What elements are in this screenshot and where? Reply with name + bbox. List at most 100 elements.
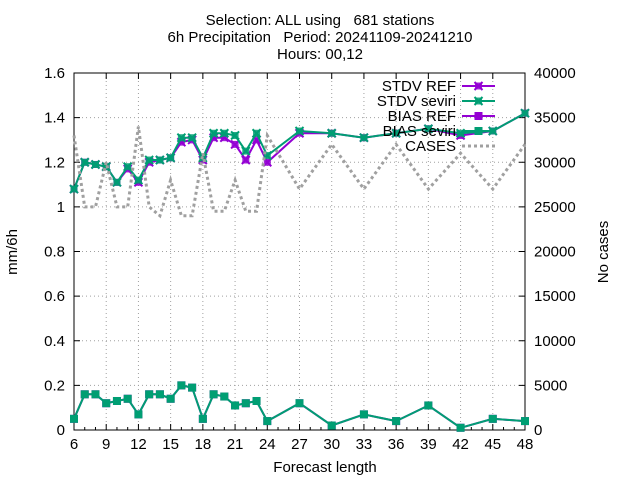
legend-label: STDV REF (382, 78, 456, 95)
y2-tick-label: 25000 (534, 199, 576, 216)
data-point (242, 147, 250, 155)
legend-marker (474, 112, 483, 120)
data-point (521, 109, 529, 117)
data-point (210, 134, 218, 142)
x-tick-label: 9 (102, 436, 110, 453)
data-point (124, 163, 132, 171)
data-point (424, 401, 433, 410)
data-point (263, 152, 271, 160)
x-tick-label: 21 (227, 436, 244, 453)
grid (73, 72, 526, 431)
data-point (263, 158, 271, 166)
data-point (327, 421, 336, 430)
x-tick-label: 39 (420, 436, 437, 453)
data-point (113, 178, 121, 186)
data-point (231, 131, 239, 139)
data-point (241, 399, 250, 408)
data-point (145, 156, 153, 164)
data-point (134, 176, 142, 184)
data-point (177, 134, 185, 142)
data-point (392, 417, 401, 426)
y-tick-label: 0 (57, 422, 65, 439)
x-tick-label: 30 (323, 436, 340, 453)
y2-tick-label: 5000 (534, 377, 567, 394)
plot-frame (73, 72, 526, 431)
x-tick-label: 18 (195, 436, 212, 453)
y-tick-label: 0.8 (44, 244, 65, 261)
x-tick-label: 27 (291, 436, 308, 453)
y2-tick-label: 30000 (534, 154, 576, 171)
legend-entry: BIAS REF (388, 108, 495, 125)
legend-label: BIAS seviri (383, 123, 456, 140)
legend-entry: CASES (405, 138, 495, 155)
data-point (231, 140, 239, 148)
data-point (328, 129, 336, 137)
data-point (210, 129, 218, 137)
data-point (263, 417, 272, 426)
legend-entry: STDV REF (382, 78, 495, 95)
y2-tick-label: 15000 (534, 288, 576, 305)
x-tick-label: 12 (130, 436, 147, 453)
chart-title-line-1: Selection: ALL using 681 stations (205, 12, 435, 29)
data-point (456, 423, 465, 432)
data-point (177, 381, 186, 390)
y-tick-label: 1 (57, 199, 65, 216)
x-tick-label: 42 (452, 436, 469, 453)
data-point (457, 129, 465, 137)
y-tick-label: 1.6 (44, 65, 65, 82)
y-tick-label: 0.6 (44, 288, 65, 305)
data-point (91, 390, 100, 399)
data-point (70, 185, 78, 193)
y2-tick-label: 35000 (534, 110, 576, 127)
data-point (231, 401, 240, 410)
y-axis-label: mm/6h (4, 229, 21, 275)
data-point (112, 396, 121, 405)
y2-tick-label: 20000 (534, 244, 576, 261)
data-point (252, 396, 261, 405)
data-point (392, 129, 400, 137)
legend-marker (474, 127, 483, 135)
chart-title-line-3: Hours: 00,12 (277, 46, 363, 63)
data-point (156, 156, 164, 164)
x-tick-label: 45 (484, 436, 501, 453)
series-bias-seviri (70, 381, 529, 432)
data-point (220, 392, 229, 401)
legend-label: STDV seviri (377, 93, 456, 110)
data-point (167, 154, 175, 162)
data-point (296, 127, 303, 135)
data-point (424, 125, 432, 133)
data-point (134, 410, 143, 419)
legend-entry: STDV seviri (377, 93, 495, 110)
data-point (488, 414, 497, 423)
data-point (521, 417, 529, 426)
series (69, 108, 530, 432)
series-line (72, 126, 527, 219)
data-point (177, 138, 185, 146)
y2-tick-label: 40000 (534, 65, 576, 82)
data-point (155, 390, 164, 399)
series-cases (72, 126, 527, 219)
y-tick-label: 1.4 (44, 110, 65, 127)
y-tick-label: 0.2 (44, 377, 65, 394)
data-point (102, 399, 111, 408)
y2-tick-label: 10000 (534, 333, 576, 350)
data-point (220, 134, 228, 142)
x-tick-label: 36 (388, 436, 405, 453)
data-point (166, 394, 175, 403)
data-point (253, 129, 261, 137)
legend-entry: BIAS seviri (383, 123, 495, 140)
legend-marker (475, 97, 482, 105)
data-point (188, 134, 196, 142)
axes: 6 9 12 15 18 21 24 27 30 33 36 39 42 45 4800.20.40.60.… (44, 65, 576, 453)
x-tick-label: 33 (356, 436, 373, 453)
data-point (360, 134, 368, 142)
y-tick-label: 0.4 (44, 333, 65, 350)
data-point (123, 394, 132, 403)
data-point (359, 410, 368, 419)
data-point (253, 136, 261, 144)
x-tick-label: 24 (259, 436, 276, 453)
y2-tick-label: 0 (534, 422, 542, 439)
data-point (242, 156, 250, 164)
